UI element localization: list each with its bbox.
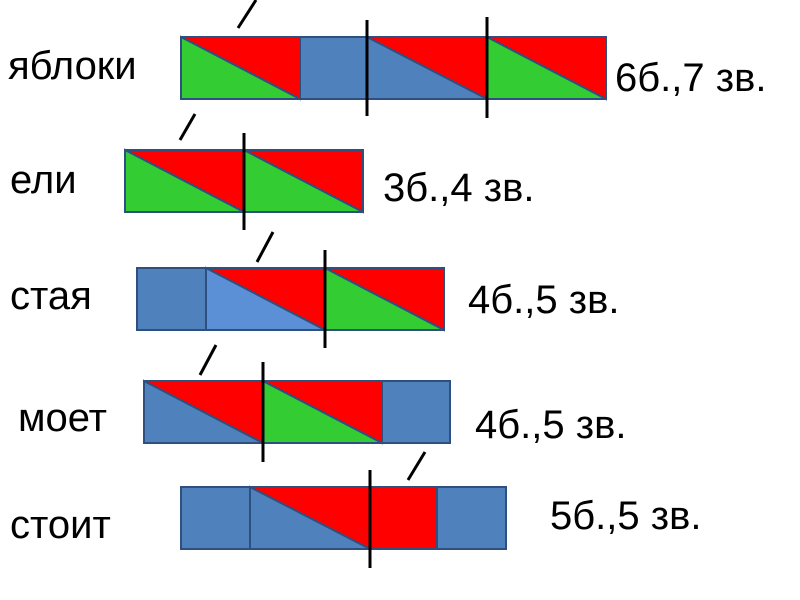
sound-count: 6б.,7 зв. — [615, 56, 766, 100]
sound-cell — [299, 36, 368, 100]
cell-part — [249, 485, 371, 550]
sound-cell — [369, 486, 438, 550]
cell-part — [180, 35, 301, 100]
stress-mark — [406, 451, 427, 481]
sound-count: 4б.,5 зв. — [468, 278, 619, 322]
stress-mark — [178, 113, 197, 141]
sound-cell — [136, 267, 207, 331]
cell-part — [124, 148, 245, 213]
word: моет — [18, 396, 107, 440]
stress-mark — [255, 231, 275, 263]
sound-count: 4б.,5 зв. — [475, 403, 626, 447]
word: яблоки — [8, 44, 137, 88]
cell-part — [143, 379, 264, 444]
sound-count: 5б.,5 зв. — [550, 494, 701, 538]
sound-count: 3б.,4 зв. — [383, 166, 534, 210]
sound-cell — [381, 380, 451, 444]
word: ели — [10, 158, 77, 202]
stress-mark — [198, 344, 218, 376]
sound-cell — [436, 486, 507, 550]
cell-part — [205, 266, 326, 331]
sound-cell — [180, 486, 251, 550]
word: стая — [10, 274, 92, 318]
word: стоит — [10, 503, 111, 547]
stress-mark — [236, 0, 258, 29]
